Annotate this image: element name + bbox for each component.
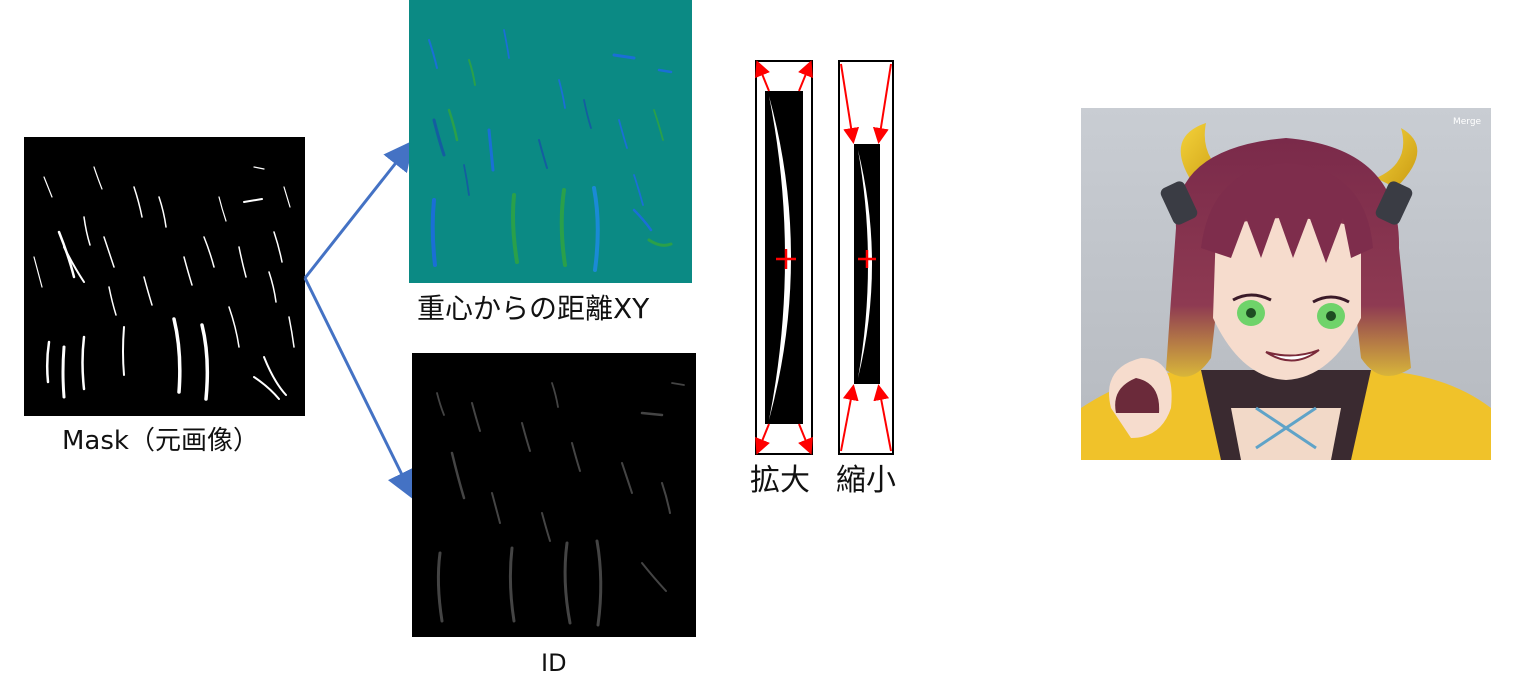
branch-arrows bbox=[303, 140, 415, 500]
id-label: ID bbox=[541, 649, 567, 677]
shrink-label: 縮小 bbox=[836, 463, 896, 498]
character-render: Merge bbox=[1081, 108, 1491, 460]
distance-xy-strokes bbox=[409, 0, 692, 283]
enlarge-label: 拡大 bbox=[750, 463, 810, 498]
mask-label: Mask（元画像） bbox=[62, 426, 259, 456]
mask-image bbox=[24, 137, 305, 416]
id-strokes bbox=[412, 353, 696, 637]
mask-strokes bbox=[24, 137, 305, 416]
character-illustration: Merge bbox=[1081, 108, 1491, 460]
shrink-diagram bbox=[838, 60, 894, 455]
distance-xy-label: 重心からの距離XY bbox=[417, 292, 650, 325]
overlay-text: Merge bbox=[1453, 117, 1482, 127]
distance-xy-image bbox=[409, 0, 692, 283]
id-image bbox=[412, 353, 696, 637]
enlarge-diagram bbox=[755, 60, 813, 455]
